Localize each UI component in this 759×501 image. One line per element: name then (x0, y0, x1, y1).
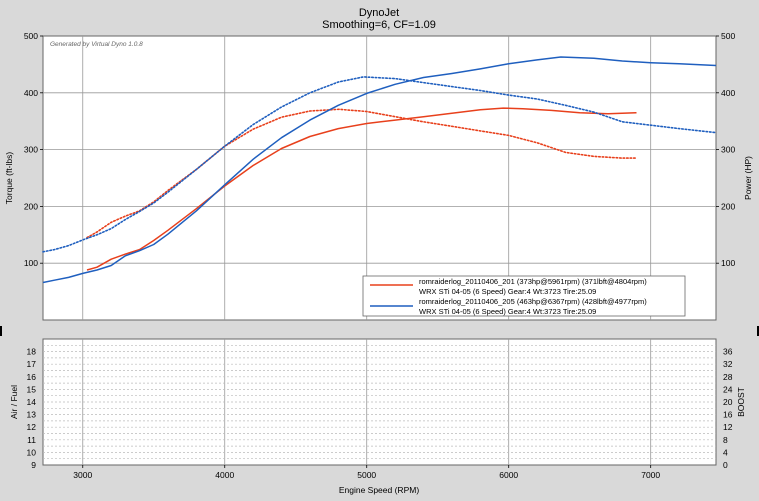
series-line-torque-201 (86, 108, 638, 239)
legend-label-205-line1: romraiderlog_20110406_205 (463hp@6367rpm… (419, 297, 647, 306)
air-fuel-tick-label: 10 (27, 447, 37, 457)
legend-box (362, 275, 686, 317)
y-axis-label-air-fuel: Air / Fuel (9, 385, 19, 419)
air-fuel-tick-label: 12 (27, 422, 37, 432)
series-line-torque-205 (42, 76, 717, 253)
y-axis-label-boost: BOOST (736, 387, 746, 417)
air-fuel-tick-label: 13 (27, 410, 37, 420)
legend: romraiderlog_20110406_201 (373hp@5961rpm… (362, 275, 686, 317)
x-axis-label: Engine Speed (RPM) (339, 485, 419, 495)
power-tick-label: 500 (721, 31, 735, 41)
air-fuel-tick-label: 14 (27, 397, 37, 407)
boost-tick-label: 32 (723, 359, 733, 369)
power-tick-label: 200 (721, 201, 735, 211)
top-plot-series (42, 56, 717, 284)
series-line-power-205 (42, 56, 717, 284)
y-axis-label-torque: Torque (ft-lbs) (4, 152, 14, 205)
air-fuel-tick-label: 17 (27, 359, 37, 369)
torque-tick-label: 100 (24, 258, 38, 268)
boost-tick-label: 16 (723, 410, 733, 420)
y-axis-label-power: Power (HP) (743, 156, 753, 200)
boost-tick-labels: 0 4 8 12 16 20 24 28 32 36 (723, 347, 733, 470)
rpm-tick-labels: 3000 4000 5000 6000 7000 (73, 465, 660, 480)
power-tick-label: 300 (721, 145, 735, 155)
air-fuel-tick-labels: 9 10 11 12 13 14 15 16 17 18 (27, 347, 37, 470)
power-tick-label: 400 (721, 88, 735, 98)
series-line-power-201 (86, 107, 637, 271)
torque-tick-label: 500 (24, 31, 38, 41)
chart-subtitle: Smoothing=6, CF=1.09 (322, 19, 436, 31)
boost-tick-label: 12 (723, 422, 733, 432)
legend-label-201-line1: romraiderlog_20110406_201 (373hp@5961rpm… (419, 277, 647, 286)
boost-tick-label: 0 (723, 460, 728, 470)
air-fuel-tick-label: 15 (27, 384, 37, 394)
power-tick-label: 100 (721, 258, 735, 268)
legend-label-201-line2: WRX STi 04-05 (6 Speed) Gear:4 Wt:3723 T… (419, 287, 596, 296)
torque-tick-label: 300 (24, 145, 38, 155)
rpm-tick-label: 4000 (215, 470, 234, 480)
bottom-plot-grid (43, 339, 716, 465)
boost-tick-label: 24 (723, 384, 733, 394)
boost-tick-label: 8 (723, 435, 728, 445)
torque-tick-label: 400 (24, 88, 38, 98)
rpm-tick-label: 7000 (641, 470, 660, 480)
boost-tick-label: 20 (723, 397, 733, 407)
splitter-handle-right[interactable] (757, 326, 759, 336)
torque-tick-label: 200 (24, 201, 38, 211)
torque-tick-labels: 100 200 300 400 500 (24, 31, 43, 268)
legend-label-205-line2: WRX STi 04-05 (6 Speed) Gear:4 Wt:3723 T… (419, 307, 596, 316)
air-fuel-tick-label: 16 (27, 372, 37, 382)
air-fuel-tick-label: 9 (31, 460, 36, 470)
rpm-tick-label: 6000 (499, 470, 518, 480)
rpm-tick-label: 5000 (357, 470, 376, 480)
watermark: Generated by Virtual Dyno 1.0.8 (50, 41, 143, 48)
top-plot-area (42, 35, 717, 321)
rpm-tick-label: 3000 (73, 470, 92, 480)
boost-tick-label: 4 (723, 447, 728, 457)
splitter-handle-left[interactable] (0, 326, 2, 336)
boost-tick-label: 28 (723, 372, 733, 382)
power-tick-labels: 100 200 300 400 500 (716, 31, 735, 268)
boost-tick-label: 36 (723, 347, 733, 357)
air-fuel-tick-label: 18 (27, 347, 37, 357)
chart-title: DynoJet (359, 7, 399, 19)
air-fuel-tick-label: 11 (27, 435, 36, 445)
